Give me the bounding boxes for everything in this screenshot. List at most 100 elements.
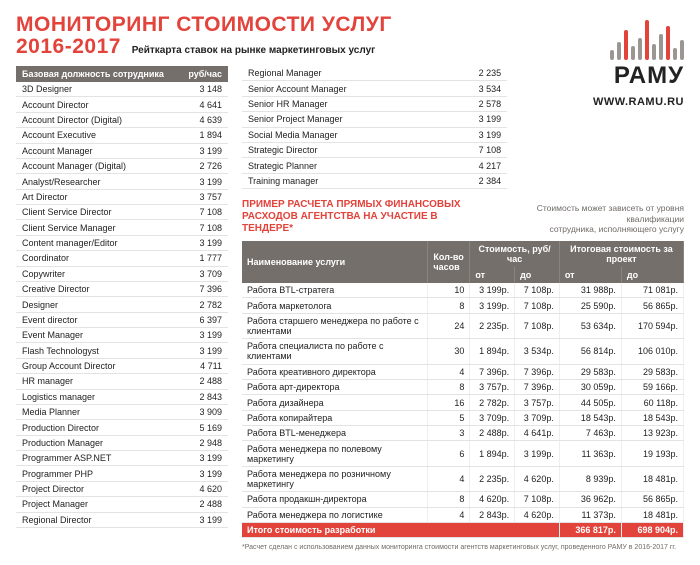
table-row: Senior Account Manager3 534 xyxy=(242,81,507,96)
logo-bar-icon xyxy=(680,40,684,60)
table-row: Работа BTL-менеджера32 488р.4 641р.7 463… xyxy=(242,426,684,441)
cell-rate: 2 578 xyxy=(444,96,507,111)
cell: Работа копирайтера xyxy=(242,410,428,425)
cell: 3 xyxy=(428,426,470,441)
header: МОНИТОРИНГ СТОИМОСТИ УСЛУГ 2016-2017 Рей… xyxy=(16,14,684,58)
table-row: Account Executive1 894 xyxy=(16,128,228,143)
right-note: Стоимость может зависеть от уровня квали… xyxy=(484,203,684,235)
table-row: Production Director5 169 xyxy=(16,420,228,435)
cell: Работа BTL-менеджера xyxy=(242,426,428,441)
cell: 30 059р. xyxy=(559,379,621,394)
cell: 10 xyxy=(428,283,470,298)
cell: Работа менеджера по логистике xyxy=(242,507,428,522)
cell: 4 xyxy=(428,364,470,379)
table-row: Event director6 397 xyxy=(16,312,228,327)
table-row: Production Manager2 948 xyxy=(16,435,228,450)
main-rows: Работа BTL-стратега103 199р.7 108р.31 98… xyxy=(242,283,684,522)
cell-rate: 3 199 xyxy=(179,235,228,250)
th-rate-to: до xyxy=(515,267,560,283)
cell-rate: 3 199 xyxy=(179,174,228,189)
cell: 1 894р. xyxy=(470,441,515,466)
table-row: Account Director4 641 xyxy=(16,97,228,112)
cell-rate: 1 777 xyxy=(179,251,228,266)
cell-name: Senior Project Manager xyxy=(242,112,444,127)
table-row: Работа специалиста по работе с клиентами… xyxy=(242,339,684,364)
table-row: Regional Manager2 235 xyxy=(242,66,507,81)
th-rate-from: от xyxy=(470,267,515,283)
total-row: Итого стоимость разработки 366 817р. 698… xyxy=(242,522,684,537)
cell-name: Account Executive xyxy=(16,128,179,143)
cell-name: Social Media Manager xyxy=(242,127,444,142)
table-row: Coordinator1 777 xyxy=(16,251,228,266)
cell-rate: 1 894 xyxy=(179,128,228,143)
cell: 31 988р. xyxy=(559,283,621,298)
cell: 4 641р. xyxy=(515,426,560,441)
table-row: Client Service Director7 108 xyxy=(16,205,228,220)
cell-name: Senior HR Manager xyxy=(242,96,444,111)
th-service: Наименование услуги xyxy=(242,241,428,283)
table-row: Strategic Director7 108 xyxy=(242,142,507,157)
cell-rate: 3 199 xyxy=(444,127,507,142)
table-row: Работа продакшн-директора84 620р.7 108р.… xyxy=(242,492,684,507)
cell: 56 865р. xyxy=(621,298,683,313)
cell: 3 199р. xyxy=(470,298,515,313)
cell: 24 xyxy=(428,313,470,338)
logo-bar-icon xyxy=(666,26,670,60)
example-title-l2: РАСХОДОВ АГЕНТСТВА НА УЧАСТИЕ В ТЕНДЕРЕ* xyxy=(242,211,484,235)
cell-rate: 4 639 xyxy=(179,112,228,127)
table-row: Analyst/Researcher3 199 xyxy=(16,174,228,189)
cell: 170 594р. xyxy=(621,313,683,338)
cell: 18 481р. xyxy=(621,507,683,522)
cell: 7 108р. xyxy=(515,313,560,338)
cell-rate: 2 726 xyxy=(179,158,228,173)
cell: 3 199р. xyxy=(470,283,515,298)
cell: 3 757р. xyxy=(470,379,515,394)
cell: 7 108р. xyxy=(515,283,560,298)
table-row: Strategic Planner4 217 xyxy=(242,158,507,173)
rates-col1-header: Базовая должность сотрудника xyxy=(16,66,179,82)
cell-name: Strategic Planner xyxy=(242,158,444,173)
cell-name: 3D Designer xyxy=(16,82,179,97)
page-title-line2: 2016-2017 xyxy=(16,36,121,58)
cell-name: Senior Account Manager xyxy=(242,81,444,96)
cell-name: Analyst/Researcher xyxy=(16,174,179,189)
cell: 2 235р. xyxy=(470,313,515,338)
logo-bar-icon xyxy=(659,34,663,60)
logo-url: WWW.RAMU.RU xyxy=(593,96,684,108)
cell-name: Account Director xyxy=(16,97,179,112)
cell-name: Art Director xyxy=(16,189,179,204)
table-row: Copywriter3 709 xyxy=(16,266,228,281)
cell: 4 620р. xyxy=(515,507,560,522)
cell: 18 543р. xyxy=(621,410,683,425)
cell-name: Regional Manager xyxy=(242,66,444,81)
cell-rate: 5 169 xyxy=(179,420,228,435)
table-row: Senior HR Manager2 578 xyxy=(242,96,507,111)
table-row: Project Manager2 488 xyxy=(16,497,228,512)
cell: 29 583р. xyxy=(621,364,683,379)
cell: 3 534р. xyxy=(515,339,560,364)
logo-bars-icon xyxy=(593,14,684,60)
cell-name: Programmer PHP xyxy=(16,466,179,481)
cell-name: Programmer ASP.NET xyxy=(16,451,179,466)
table-row: Group Account Director4 711 xyxy=(16,358,228,373)
cell-name: Designer xyxy=(16,297,179,312)
table-row: Creative Director7 396 xyxy=(16,281,228,296)
cell-rate: 3 534 xyxy=(444,81,507,96)
left-column: Базовая должность сотрудника руб/час 3D … xyxy=(16,66,228,551)
table-row: Работа креативного директора47 396р.7 39… xyxy=(242,364,684,379)
cell: 11 363р. xyxy=(559,441,621,466)
table-row: Работа менеджера по полевому маркетингу6… xyxy=(242,441,684,466)
total-from: 366 817р. xyxy=(559,522,621,537)
cell: 56 865р. xyxy=(621,492,683,507)
logo-text: РАМУ xyxy=(593,62,684,90)
cell: Работа креативного директора xyxy=(242,364,428,379)
cell: 30 xyxy=(428,339,470,364)
cell: 2 843р. xyxy=(470,507,515,522)
logo-bar-icon xyxy=(624,30,628,60)
cell-name: Creative Director xyxy=(16,281,179,296)
cell: 5 xyxy=(428,410,470,425)
cell-name: Flash Technologyst xyxy=(16,343,179,358)
cell: Работа специалиста по работе с клиентами xyxy=(242,339,428,364)
cell: 7 463р. xyxy=(559,426,621,441)
logo-bar-icon xyxy=(631,46,635,60)
